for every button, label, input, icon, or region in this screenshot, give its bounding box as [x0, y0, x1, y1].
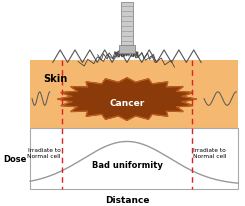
Text: Skin: Skin [44, 74, 68, 84]
Bar [30, 128, 238, 189]
Text: Dose: Dose [3, 154, 26, 163]
Bar [121, 3, 133, 46]
Text: Bad uniformity: Bad uniformity [92, 160, 162, 169]
Text: Irradiate to
Normal cell: Irradiate to Normal cell [194, 147, 227, 159]
Text: Cancer: Cancer [109, 99, 145, 108]
Polygon shape [58, 78, 196, 121]
Bar [119, 46, 135, 54]
Bar [30, 60, 238, 128]
Text: Irradiate to
Normal cell: Irradiate to Normal cell [27, 147, 61, 159]
Text: Distance: Distance [105, 195, 149, 204]
